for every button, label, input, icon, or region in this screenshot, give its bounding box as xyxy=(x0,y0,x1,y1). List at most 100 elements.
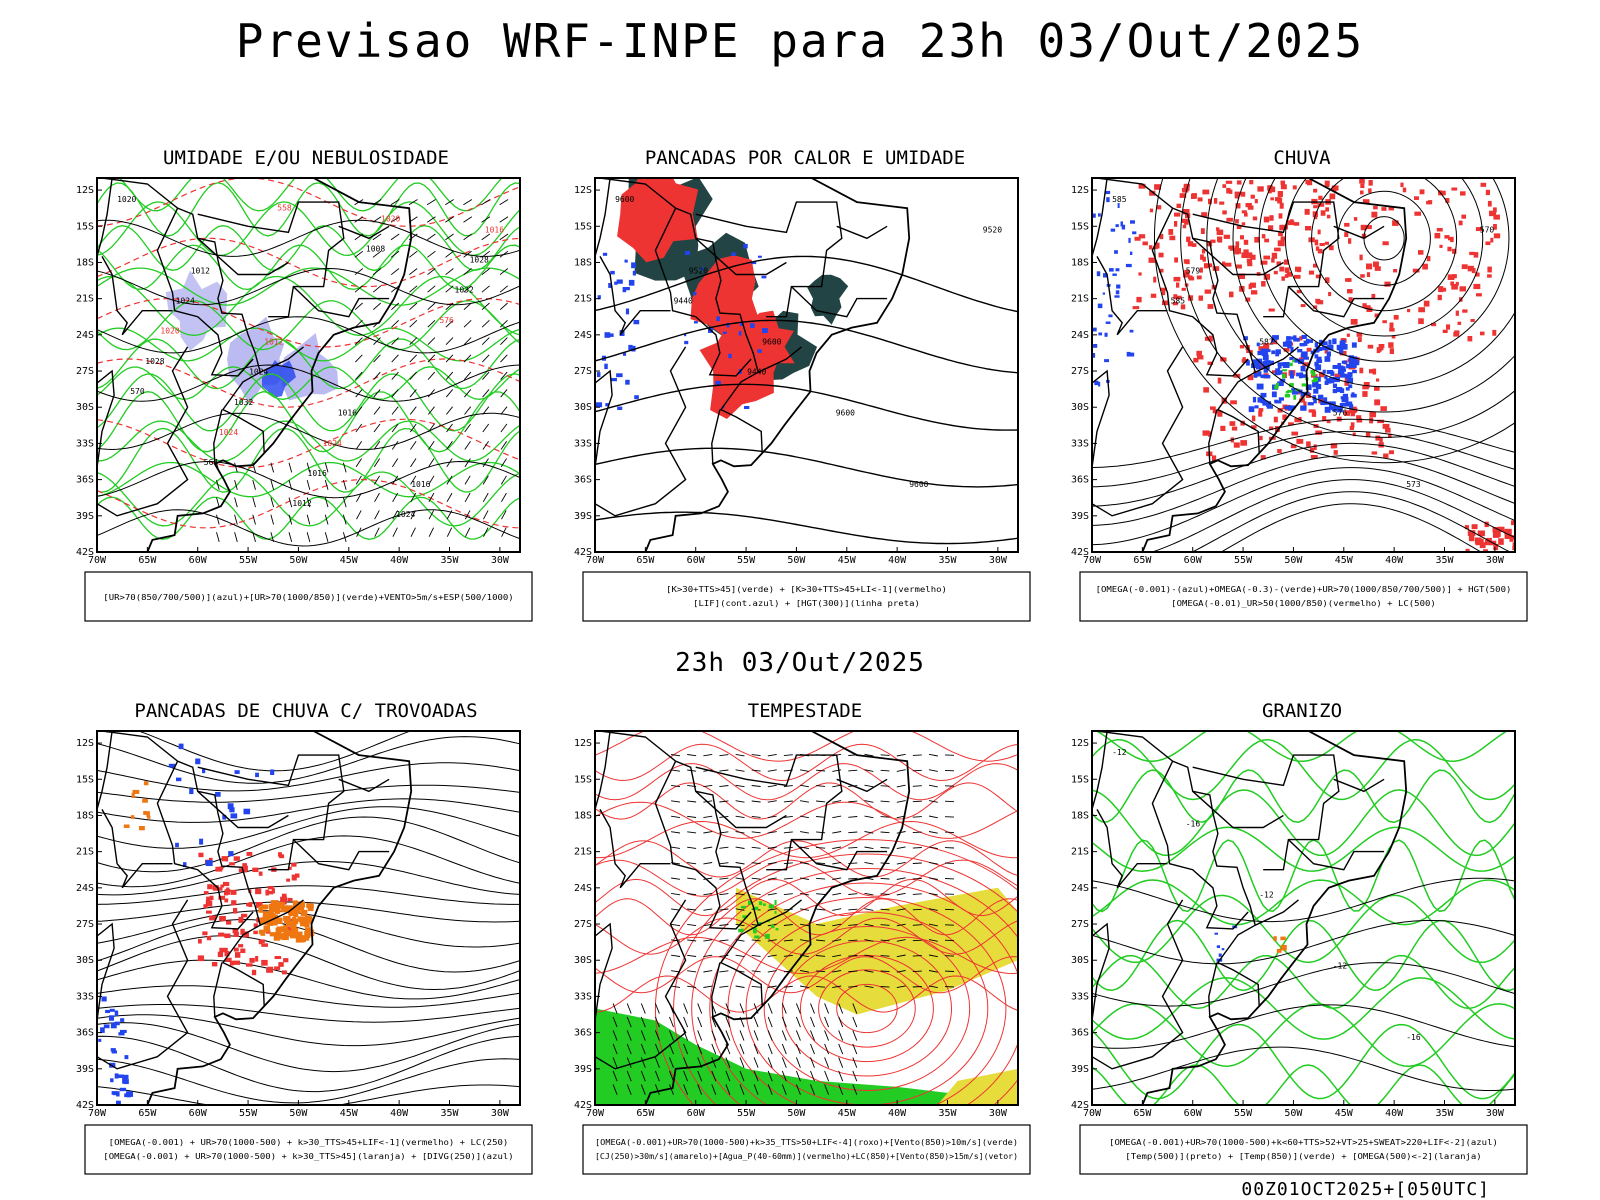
wind-vector xyxy=(445,250,454,258)
wind-vector xyxy=(735,908,745,911)
wind-vector xyxy=(912,970,922,973)
wind-vector xyxy=(848,816,858,818)
lon-tick-label: 65W xyxy=(138,1108,157,1119)
lifted-index-contour xyxy=(625,308,630,315)
temperature-850-contour xyxy=(1092,894,1515,964)
precipitable-water-contour xyxy=(673,853,1018,1105)
wind-vector xyxy=(216,532,220,543)
contour-label: 1024 xyxy=(396,510,415,519)
lifted-index-contour xyxy=(597,372,601,378)
wind-vector xyxy=(409,371,417,380)
wind-vector xyxy=(751,877,761,880)
wind-vector xyxy=(767,831,777,834)
omega-area-blue xyxy=(1297,349,1303,353)
omega-area-blue xyxy=(1126,351,1131,357)
lat-tick-label: 36S xyxy=(76,475,94,486)
rain-area-red xyxy=(1264,238,1270,243)
wind-vector xyxy=(880,769,890,772)
wind-vector xyxy=(838,1003,844,1014)
wind-vector xyxy=(767,1043,773,1055)
wind-vector xyxy=(671,892,681,896)
wind-vector xyxy=(767,877,777,880)
omega-area-blue xyxy=(1271,339,1276,343)
map-frame xyxy=(594,730,1019,1106)
wind-vector xyxy=(767,1003,773,1014)
wind-vector xyxy=(445,285,454,293)
wind-vector xyxy=(687,923,697,927)
lifted-index-contour xyxy=(744,406,750,410)
hail-area-blue xyxy=(1221,948,1225,951)
wind-vector xyxy=(751,846,761,849)
omega-area-blue xyxy=(1278,397,1284,401)
wind-vector xyxy=(816,924,826,926)
thunderstorm-area-red xyxy=(212,885,219,891)
divergence-area-blue xyxy=(103,1024,110,1029)
lat-tick-label: 30S xyxy=(1071,955,1089,966)
geopotential-contour xyxy=(595,383,1018,431)
wind-vector xyxy=(703,753,713,757)
rain-area-red xyxy=(1275,426,1280,432)
rain-area-red xyxy=(1186,236,1191,242)
pressure-contour xyxy=(97,219,520,257)
instability-area-purple xyxy=(758,901,763,906)
wind-vector xyxy=(864,985,874,989)
lon-tick-label: 45W xyxy=(340,555,359,566)
wind-vector xyxy=(783,815,793,818)
rain-area-red xyxy=(1240,235,1244,240)
lifted-index-contour xyxy=(610,270,615,275)
lat-tick-label: 12S xyxy=(76,738,94,749)
wind-vector xyxy=(410,492,417,503)
wind-vector xyxy=(683,1084,689,1095)
lon-tick-label: 40W xyxy=(1385,1108,1404,1119)
rain-area-red xyxy=(1445,198,1450,203)
thunderstorm-area-red xyxy=(221,856,226,862)
wind-vector xyxy=(463,337,472,346)
rain-area-red xyxy=(1447,246,1452,252)
lat-tick-label: 18S xyxy=(1071,257,1089,268)
wind-vector xyxy=(781,1003,787,1014)
rain-area-red xyxy=(1325,277,1330,284)
country-border xyxy=(101,256,173,336)
thunderstorm-area-orange xyxy=(143,811,147,815)
lat-tick-label: 42S xyxy=(1071,1100,1089,1111)
rain-area-red xyxy=(1368,180,1373,186)
rain-area-red xyxy=(1365,431,1371,438)
wind-vector xyxy=(928,939,938,942)
wind-vector xyxy=(391,337,399,346)
country-border xyxy=(1208,409,1218,464)
wind-vector xyxy=(687,862,697,865)
country-border xyxy=(711,962,721,1017)
country-border xyxy=(695,790,787,829)
contour-label: -12 xyxy=(1333,962,1348,971)
omega-area-blue xyxy=(1114,250,1118,254)
country-border xyxy=(595,922,613,1021)
divergence-area-blue xyxy=(243,808,251,815)
rain-area-red xyxy=(1364,305,1371,310)
omega-area-blue xyxy=(1274,372,1279,376)
wind-vector xyxy=(446,475,453,485)
lon-tick-label: 40W xyxy=(888,555,907,566)
wind-vector xyxy=(669,1057,674,1068)
thunderstorm-area-red xyxy=(282,899,287,905)
wind-vector xyxy=(354,268,364,276)
thunderstorm-area-orange xyxy=(277,917,283,924)
omega-area-blue xyxy=(1106,197,1110,203)
thunderstorm-area-red xyxy=(197,955,204,962)
wind-vector xyxy=(816,800,826,803)
streamline xyxy=(97,959,520,1000)
wind-vector xyxy=(703,908,713,911)
lat-tick-label: 21S xyxy=(574,294,592,305)
omega-area-blue xyxy=(1332,338,1337,345)
omega-area-blue xyxy=(1326,370,1334,375)
country-border xyxy=(197,754,345,871)
wind-vector xyxy=(816,893,826,895)
pressure-contour xyxy=(97,509,520,547)
contour-label: 1024 xyxy=(219,428,238,437)
rain-area-red xyxy=(1236,264,1242,269)
thunderstorm-area-orange xyxy=(293,912,299,918)
thunderstorm-area-red xyxy=(225,957,232,962)
wind-vector xyxy=(767,1030,773,1041)
rain-area-red xyxy=(1240,440,1248,446)
omega-area-blue xyxy=(1324,356,1331,362)
wind-vector xyxy=(427,337,436,346)
